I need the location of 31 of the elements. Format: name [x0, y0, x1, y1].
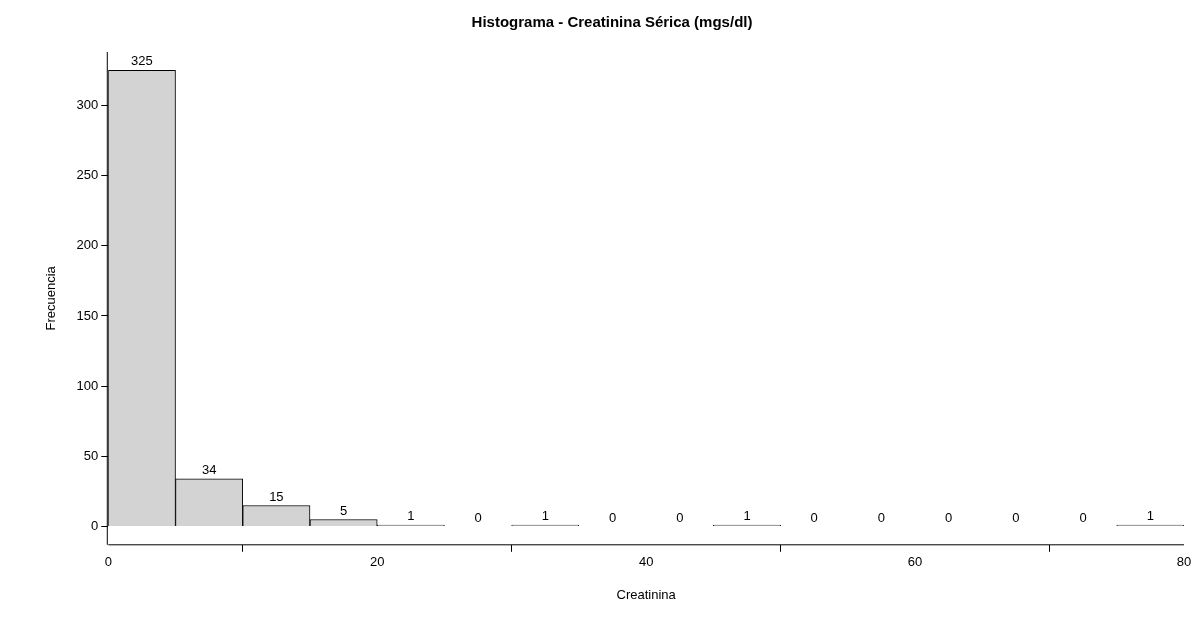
- data-label: 0: [945, 509, 953, 525]
- data-label: 0: [810, 509, 818, 525]
- x-tick-label: 60: [907, 554, 923, 570]
- x-tick-label: 0: [104, 554, 112, 570]
- y-tick-label: 50: [83, 447, 99, 463]
- y-tick-label: 0: [91, 518, 99, 534]
- data-label: 1: [407, 508, 415, 524]
- y-axis-title: Frecuencia: [43, 265, 59, 331]
- data-label: 0: [608, 509, 617, 525]
- data-label: 1: [541, 508, 549, 524]
- data-label: 0: [474, 509, 482, 525]
- data-label: 15: [269, 488, 284, 504]
- y-tick-label: 200: [76, 237, 99, 253]
- data-label: 5: [339, 502, 348, 518]
- chart-title: Histograma - Creatinina Sérica (mgs/dl): [471, 13, 753, 31]
- x-axis-title: Creatinina: [616, 586, 677, 602]
- data-label: 0: [877, 509, 886, 525]
- y-tick-label: 300: [76, 96, 99, 112]
- data-label: 325: [131, 53, 153, 69]
- data-label: 1: [1146, 508, 1154, 524]
- x-tick-label: 80: [1176, 554, 1192, 570]
- data-label: 1: [743, 508, 751, 524]
- data-label: 0: [1079, 509, 1087, 525]
- y-tick-label: 250: [76, 167, 99, 183]
- data-label: 0: [1012, 509, 1020, 525]
- y-tick-label: 150: [76, 307, 99, 323]
- x-tick-label: 40: [638, 554, 654, 570]
- data-label: 0: [676, 509, 684, 525]
- data-label: 34: [201, 461, 217, 477]
- x-tick-label: 20: [369, 554, 385, 570]
- y-tick-label: 100: [76, 377, 99, 393]
